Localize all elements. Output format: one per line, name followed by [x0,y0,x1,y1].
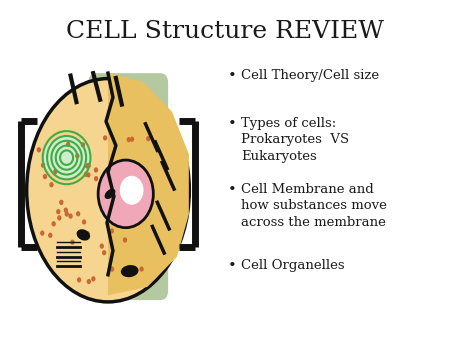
Circle shape [81,142,85,148]
Circle shape [86,231,90,236]
Circle shape [87,279,91,284]
Circle shape [43,174,47,179]
Circle shape [94,167,98,173]
Circle shape [120,176,144,205]
Circle shape [130,137,134,142]
Circle shape [66,142,70,147]
Text: •: • [227,117,236,130]
Circle shape [77,277,81,283]
Circle shape [146,136,150,141]
Circle shape [86,172,90,177]
Circle shape [75,153,80,159]
Circle shape [131,267,136,272]
Circle shape [37,147,41,152]
Text: •: • [227,69,236,83]
Circle shape [56,209,60,214]
Circle shape [53,169,58,174]
Circle shape [85,163,89,169]
Circle shape [102,250,106,255]
Ellipse shape [27,79,189,302]
Text: •: • [227,259,236,272]
Text: Cell Membrane and
how substances move
across the membrane: Cell Membrane and how substances move ac… [241,183,387,228]
Circle shape [84,172,88,177]
Ellipse shape [76,229,90,241]
Circle shape [40,231,45,236]
Text: Cell Theory/Cell size: Cell Theory/Cell size [241,69,379,82]
Circle shape [76,211,80,216]
Circle shape [70,240,75,245]
Circle shape [41,163,45,168]
Circle shape [63,208,68,213]
Ellipse shape [104,189,115,199]
Ellipse shape [43,137,90,179]
Ellipse shape [121,265,139,277]
Circle shape [57,215,62,220]
Circle shape [82,219,86,225]
Circle shape [59,200,63,205]
Polygon shape [108,73,189,295]
Circle shape [126,137,131,142]
Text: CELL Structure REVIEW: CELL Structure REVIEW [66,20,384,43]
Text: Types of cells:
Prokaryotes  VS
Eukaryotes: Types of cells: Prokaryotes VS Eukaryote… [241,117,349,163]
Circle shape [86,163,91,168]
Circle shape [110,267,114,272]
Circle shape [123,237,127,243]
FancyBboxPatch shape [88,73,168,300]
Circle shape [50,182,54,187]
Circle shape [110,228,114,234]
Circle shape [65,211,69,217]
Circle shape [91,276,95,282]
Circle shape [99,243,104,249]
Circle shape [51,221,56,226]
Circle shape [140,266,144,272]
Circle shape [48,233,53,238]
Circle shape [94,176,98,181]
Circle shape [98,160,153,228]
Circle shape [103,135,107,141]
Text: •: • [227,183,236,196]
Text: Cell Organelles: Cell Organelles [241,259,344,271]
Circle shape [68,214,73,219]
